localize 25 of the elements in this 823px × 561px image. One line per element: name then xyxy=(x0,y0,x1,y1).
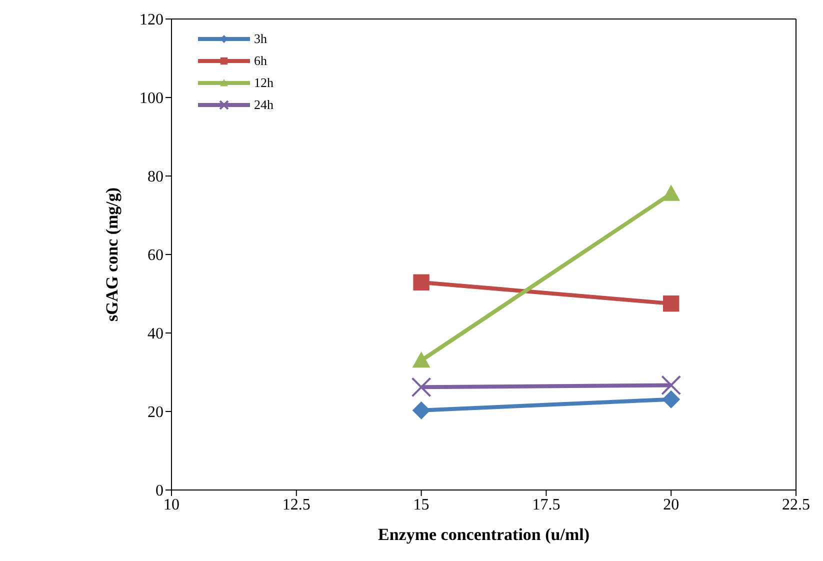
x-tick-label: 10 xyxy=(164,496,180,514)
x-tick-label: 17.5 xyxy=(532,496,560,514)
x-tick-label: 12.5 xyxy=(282,496,310,514)
y-tick-label: 40 xyxy=(148,326,164,343)
x-axis-title: Enzyme concentration (u/ml) xyxy=(378,525,590,544)
legend-label: 24h xyxy=(254,97,274,113)
point xyxy=(662,390,680,408)
x-tick-label: 15 xyxy=(413,496,430,514)
legend-label: 6h xyxy=(254,53,267,69)
legend-label: 3h xyxy=(254,31,267,47)
point xyxy=(412,401,430,420)
x-tick-label: 20 xyxy=(663,496,680,514)
legend-label: 12h xyxy=(254,75,274,91)
y-tick-label: 0 xyxy=(156,482,164,500)
point xyxy=(411,377,432,398)
y-tick-label: 80 xyxy=(148,168,164,186)
y-tick-label: 100 xyxy=(140,90,164,108)
point xyxy=(663,295,680,312)
y-tick-label: 60 xyxy=(148,247,164,264)
y-tick-label: 20 xyxy=(148,404,164,422)
point xyxy=(661,375,682,396)
y-tick-label: 120 xyxy=(140,12,164,29)
point xyxy=(413,274,430,290)
y-axis-title: sGAG conc (mg/g) xyxy=(102,187,122,322)
x-tick-label: 22.5 xyxy=(782,496,810,514)
